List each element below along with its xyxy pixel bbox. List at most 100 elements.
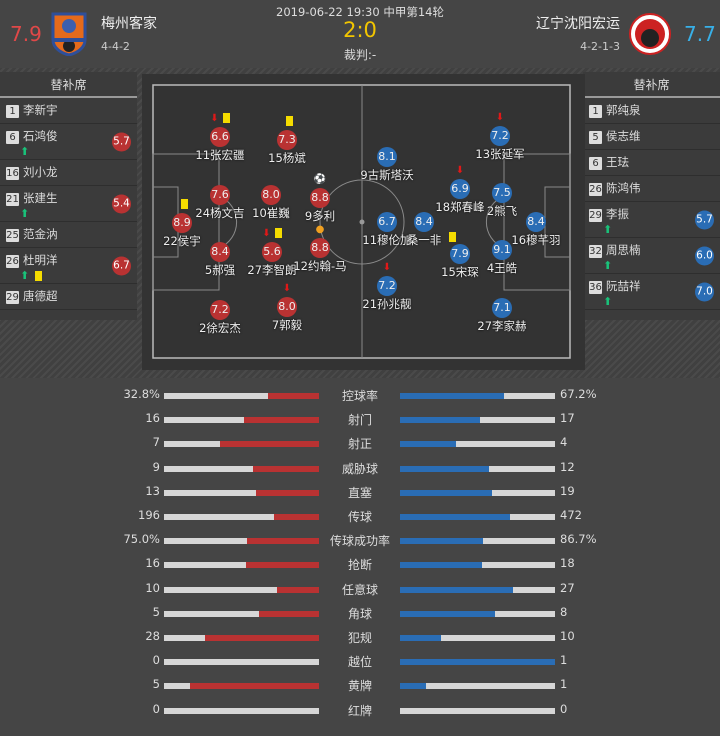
home-stat-value: 16 — [145, 556, 160, 571]
player-rating: 7.3 — [277, 130, 297, 150]
sub-off-arrow-icon: ⬇ — [282, 283, 292, 294]
bench-player[interactable]: 36 阮喆祥 ⬆ 7.0 — [583, 274, 720, 310]
shirt-number: 26 — [589, 183, 602, 196]
sub-in-arrow-icon: ⬆ — [20, 145, 30, 158]
away-stat-value: 27 — [560, 580, 575, 595]
bench-player[interactable]: 6 石鸿俊 ⬆ 5.7 — [0, 124, 137, 160]
bench-player[interactable]: 16 刘小龙 — [0, 160, 137, 186]
player-name: 2徐宏杰 — [199, 321, 241, 335]
player-name: 13张延军 — [475, 147, 525, 161]
player-events: ⚽ — [308, 174, 332, 185]
bench-player[interactable]: 6 王珐 — [583, 150, 720, 176]
player-name: 范金汭 — [23, 227, 58, 241]
player-rating: 7.2 — [210, 300, 230, 320]
away-stat-value: 0 — [560, 701, 568, 716]
score: 2:0 — [343, 18, 377, 42]
player-rating: 7.1 — [492, 298, 512, 318]
pitch-lines — [152, 84, 571, 359]
away-stat-value: 4 — [560, 435, 568, 450]
player-rating: 8.1 — [377, 147, 397, 167]
bench-player[interactable]: 26 杜明洋 ⬆ 6.7 — [0, 248, 137, 284]
home-stat-bar — [164, 610, 319, 617]
bench-player[interactable]: 25 范金汭 — [0, 222, 137, 248]
stat-row: 75.0% 传球成功率 86.7% — [0, 532, 720, 552]
home-stat-fill — [252, 465, 319, 472]
away-team-name[interactable]: 辽宁沈阳宏运 — [536, 16, 620, 32]
yellow-card-icon — [448, 232, 456, 242]
stat-label: 越位 — [347, 655, 372, 670]
stat-row: 0 越位 1 — [0, 653, 720, 673]
player-name: 李振 — [606, 207, 629, 221]
player-name: 11张宏疆 — [195, 148, 245, 162]
stat-row: 28 犯规 10 — [0, 629, 720, 649]
match-info: 2019-06-22 19:30 中甲第14轮 — [276, 5, 444, 19]
bench-player[interactable]: 1 李新宇 — [0, 98, 137, 124]
player-name: 陈鸿伟 — [606, 181, 641, 195]
away-stat-bar — [400, 707, 555, 714]
stats-panel: 32.8% 控球率 67.2% 16 射门 17 7 射正 4 9 威胁球 12 13 直塞 19 196 传球… — [0, 378, 720, 736]
stat-row: 16 抢断 18 — [0, 556, 720, 576]
home-bench-title: 替补席 — [0, 72, 137, 98]
player-name: 周思楠 — [606, 243, 641, 257]
bench-player[interactable]: 1 郭纯泉 — [583, 98, 720, 124]
sub-off-arrow-icon: ⬇ — [210, 113, 219, 124]
player-name: 10崔巍 — [252, 206, 290, 220]
player-rating: 5.6 — [262, 242, 282, 262]
home-stat-value: 10 — [145, 580, 160, 595]
bench-player[interactable]: 5 侯志维 — [583, 124, 720, 150]
player-name: 张建生 — [23, 191, 58, 205]
shirt-number: 29 — [589, 209, 602, 222]
stat-label: 任意球 — [341, 582, 378, 597]
player-name: 刘小龙 — [23, 165, 58, 179]
shirt-number: 21 — [6, 193, 19, 206]
away-stat-bar — [400, 441, 555, 448]
away-stat-bar — [400, 514, 555, 520]
home-stat-value: 0 — [152, 701, 160, 716]
shirt-number: 6 — [589, 157, 602, 170]
home-stat-bar — [164, 683, 319, 690]
stat-label: 红牌 — [347, 703, 372, 718]
bench-player[interactable]: 29 唐德超 — [0, 284, 137, 310]
home-stat-value: 7 — [152, 435, 160, 450]
player-rating: 7.0 — [695, 282, 714, 301]
player-name: 9多利 — [304, 209, 336, 223]
stat-row: 13 直塞 19 — [0, 484, 720, 504]
player-name: 侯志维 — [606, 129, 641, 143]
bench-player[interactable]: 26 陈鸿伟 — [583, 176, 720, 202]
bench-player[interactable]: 21 张建生 ⬆ 5.4 — [0, 186, 137, 222]
sub-off-arrow-icon: ⬇ — [262, 228, 271, 239]
away-stat-value: 17 — [560, 411, 575, 426]
player-name: 27李家赫 — [477, 319, 527, 333]
stat-label: 直塞 — [347, 485, 372, 500]
home-stat-bar — [164, 707, 319, 714]
bench-player[interactable]: 32 周思楠 ⬆ 6.0 — [583, 238, 720, 274]
away-stat-value: 8 — [560, 604, 568, 619]
player-name: 21孙兆靓 — [362, 297, 412, 311]
player-name: 22侯宇 — [163, 234, 201, 248]
player-name: 唐德超 — [23, 289, 58, 303]
shirt-number: 25 — [6, 229, 19, 242]
bench-player[interactable]: 29 李振 ⬆ 5.7 — [583, 202, 720, 238]
player-name: 王珐 — [606, 155, 629, 169]
stat-label: 控球率 — [341, 389, 378, 403]
shirt-number: 6 — [6, 131, 19, 144]
home-team-name[interactable]: 梅州客家 — [101, 16, 157, 32]
player-events: ● — [308, 224, 332, 235]
stat-label: 黄牌 — [347, 679, 372, 694]
sub-in-arrow-icon: ⬆ — [603, 223, 613, 236]
home-stat-bar — [164, 635, 319, 641]
home-stat-fill — [256, 489, 319, 496]
home-formation: 4-4-2 — [101, 40, 130, 53]
stat-row: 16 射门 17 — [0, 411, 720, 431]
player-name: 24杨文吉 — [195, 206, 245, 220]
stat-label: 犯规 — [347, 631, 372, 645]
player-name: 15宋琛 — [441, 265, 479, 279]
home-stat-fill — [273, 514, 319, 520]
sub-in-arrow-icon: ⬆ — [603, 295, 613, 308]
player-name: 4王皓 — [486, 261, 518, 275]
sub-off-arrow-icon: ⬇ — [455, 165, 465, 176]
player-events: ⬇ — [275, 283, 299, 294]
away-stat-bar — [400, 659, 555, 666]
player-rating: 5.7 — [112, 132, 131, 151]
shirt-number: 32 — [589, 245, 602, 258]
